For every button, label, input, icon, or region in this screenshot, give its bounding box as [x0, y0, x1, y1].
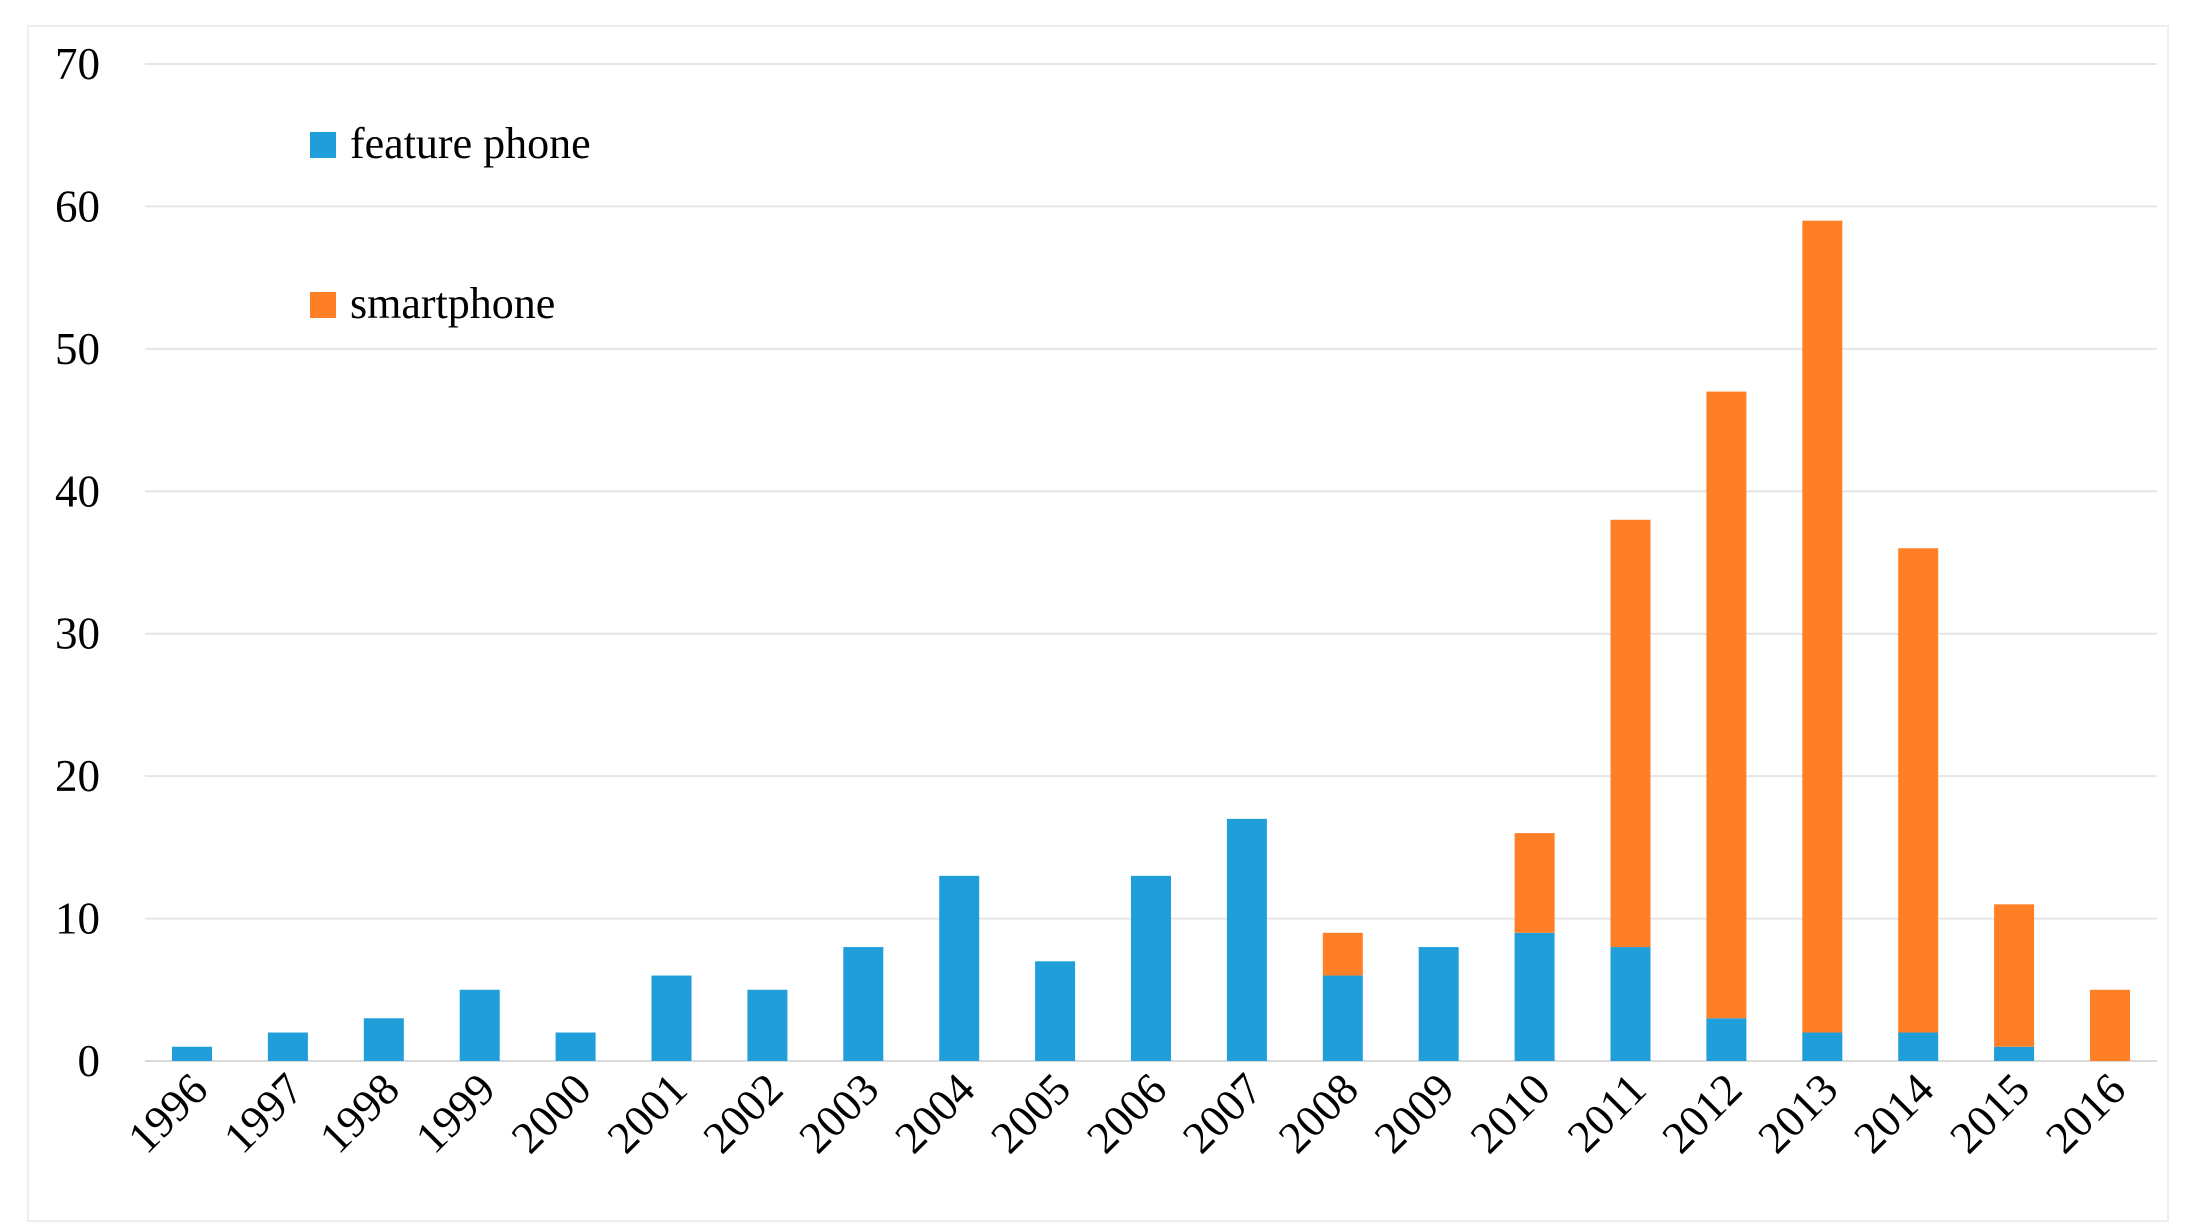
y-tick-label: 40 — [55, 466, 100, 516]
bar-feature-phone-2004 — [939, 875, 980, 1061]
y-tick-label: 20 — [55, 751, 100, 801]
bar-smartphone-2008 — [1322, 932, 1363, 976]
bar-feature-phone-1996 — [172, 1046, 212, 1061]
bar-smartphone-2016 — [2090, 989, 2130, 1061]
bar-feature-phone-2002 — [747, 989, 788, 1061]
bar-feature-phone-2011 — [1610, 947, 1651, 1061]
legend-label-feature-phone: feature phone — [350, 119, 591, 168]
bar-feature-phone-1997 — [267, 1032, 308, 1061]
bar-feature-phone-1998 — [363, 1018, 404, 1061]
bar-smartphone-2013 — [1802, 220, 1843, 1033]
bar-feature-phone-1999 — [459, 989, 500, 1061]
y-tick-label: 60 — [55, 181, 100, 231]
bar-smartphone-2010 — [1514, 833, 1555, 933]
bar-smartphone-2014 — [1898, 548, 1939, 1033]
y-tick-label: 70 — [55, 39, 100, 89]
bar-feature-phone-2013 — [1802, 1032, 1843, 1061]
bar-feature-phone-2006 — [1131, 875, 1171, 1061]
bar-feature-phone-2001 — [651, 975, 692, 1061]
bar-feature-phone-2014 — [1898, 1032, 1939, 1061]
chart-frame — [27, 25, 2169, 1222]
y-tick-label: 0 — [78, 1036, 101, 1086]
y-tick-label: 10 — [55, 894, 100, 944]
bar-feature-phone-2009 — [1418, 947, 1459, 1061]
bar-feature-phone-2007 — [1226, 818, 1267, 1061]
bar-feature-phone-2010 — [1514, 932, 1555, 1061]
bar-feature-phone-2005 — [1035, 961, 1076, 1061]
y-tick-label: 50 — [55, 324, 100, 374]
y-tick-label: 30 — [55, 609, 100, 659]
bar-smartphone-2011 — [1610, 519, 1651, 948]
bar-feature-phone-2012 — [1706, 1018, 1747, 1061]
bar-smartphone-2015 — [1994, 904, 2035, 1047]
legend-label-smartphone: smartphone — [350, 279, 555, 328]
bar-feature-phone-2003 — [843, 947, 884, 1061]
legend-swatch-feature-phone — [310, 132, 336, 158]
bar-feature-phone-2000 — [555, 1032, 596, 1061]
bar-smartphone-2012 — [1706, 391, 1747, 1019]
bar-feature-phone-2015 — [1994, 1046, 2035, 1061]
legend: feature phone smartphone — [310, 119, 591, 328]
bar-feature-phone-2008 — [1322, 975, 1363, 1061]
legend-swatch-smartphone — [310, 292, 336, 318]
